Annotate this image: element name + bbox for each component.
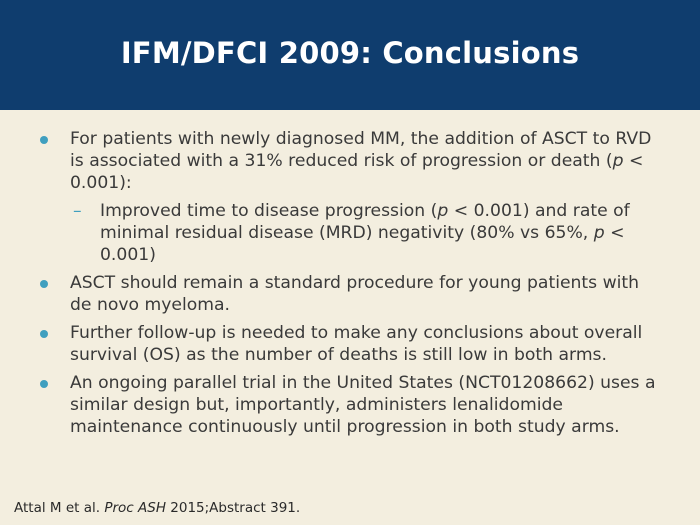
slide-title: IFM/DFCI 2009: Conclusions: [120, 36, 580, 70]
dash-icon: –: [73, 201, 82, 221]
bullet-text: Further follow-up is needed to make any …: [70, 323, 643, 365]
bullet-dot-icon: [40, 330, 48, 338]
bullet-dot-icon: [40, 280, 48, 288]
bullet-text: An ongoing parallel trial in the United …: [70, 373, 656, 437]
bullet-text: For patients with newly diagnosed MM, th…: [70, 129, 652, 193]
sub-bullet-item: – Improved time to disease progression (…: [40, 200, 660, 266]
bullet-item: ASCT should remain a standard procedure …: [40, 272, 660, 316]
sub-bullet-text: Improved time to disease progression (p …: [100, 201, 630, 265]
slide-header: IFM/DFCI 2009: Conclusions: [0, 0, 700, 110]
slide-content: For patients with newly diagnosed MM, th…: [40, 128, 660, 444]
bullet-dot-icon: [40, 380, 48, 388]
footnote-citation: Attal M et al. Proc ASH 2015;Abstract 39…: [14, 500, 301, 516]
bullet-item: For patients with newly diagnosed MM, th…: [40, 128, 660, 194]
bullet-text: ASCT should remain a standard procedure …: [70, 273, 640, 315]
bullet-item: An ongoing parallel trial in the United …: [40, 372, 660, 438]
bullet-dot-icon: [40, 136, 48, 144]
bullet-item: Further follow-up is needed to make any …: [40, 322, 660, 366]
